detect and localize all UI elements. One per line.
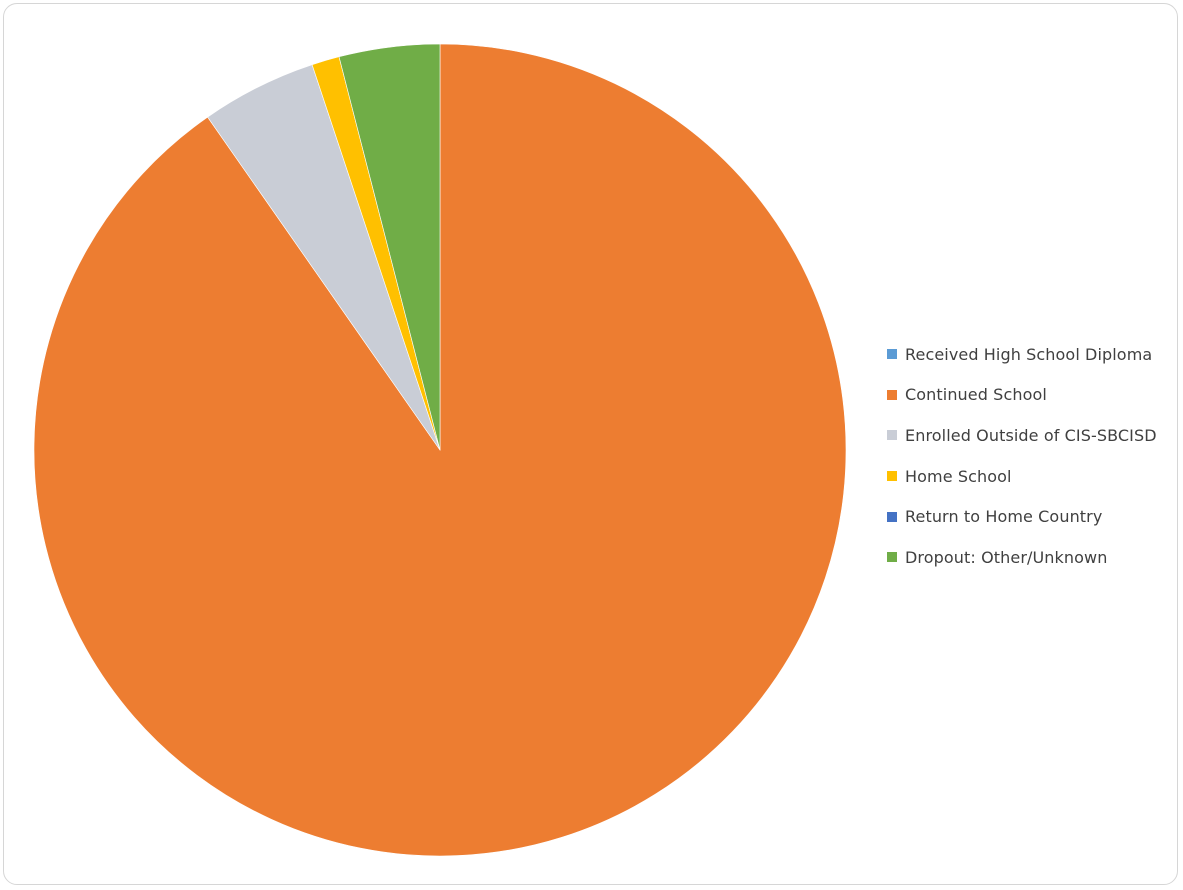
legend-swatch bbox=[887, 430, 897, 441]
legend-item-return-to-home-country: Return to Home Country bbox=[887, 496, 1177, 537]
legend-item-home-school: Home School bbox=[887, 456, 1177, 497]
legend-item-dropout-other-unknown: Dropout: Other/Unknown bbox=[887, 537, 1177, 578]
legend-swatch bbox=[887, 471, 897, 482]
legend-item-received-high-school-diploma: Received High School Diploma bbox=[887, 334, 1177, 375]
legend-label: Continued School bbox=[905, 385, 1047, 405]
legend-label: Return to Home Country bbox=[905, 507, 1103, 527]
legend-item-enrolled-outside: Enrolled Outside of CIS-SBCISD bbox=[887, 415, 1177, 456]
chart-legend: Received High School Diploma Continued S… bbox=[887, 334, 1177, 578]
legend-swatch bbox=[887, 389, 897, 400]
pie-slice-dropout-other-unknown bbox=[338, 43, 441, 451]
legend-swatch bbox=[887, 349, 897, 360]
legend-item-continued-school: Continued School bbox=[887, 375, 1177, 416]
legend-swatch bbox=[887, 552, 897, 563]
legend-label: Home School bbox=[905, 466, 1012, 486]
legend-swatch bbox=[887, 511, 897, 522]
legend-label: Enrolled Outside of CIS-SBCISD bbox=[905, 425, 1157, 445]
legend-label: Dropout: Other/Unknown bbox=[905, 547, 1108, 567]
legend-label: Received High School Diploma bbox=[905, 344, 1153, 364]
